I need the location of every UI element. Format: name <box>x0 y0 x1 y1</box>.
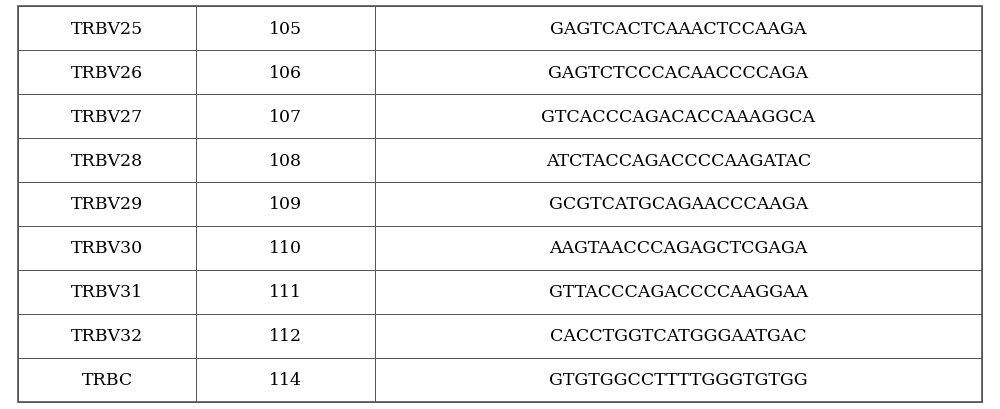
FancyBboxPatch shape <box>18 139 196 182</box>
Text: TRBV27: TRBV27 <box>71 108 143 126</box>
Text: GTCACCCAGACACCAAAGGCA: GTCACCCAGACACCAAAGGCA <box>541 108 815 126</box>
Text: 111: 111 <box>269 283 302 301</box>
FancyBboxPatch shape <box>196 182 375 227</box>
FancyBboxPatch shape <box>375 51 982 95</box>
Text: 109: 109 <box>269 196 302 213</box>
Text: 106: 106 <box>269 65 302 81</box>
Text: 108: 108 <box>269 152 302 169</box>
Text: GTGTGGCCTTTTGGGTGTGG: GTGTGGCCTTTTGGGTGTGG <box>549 371 808 388</box>
FancyBboxPatch shape <box>196 95 375 139</box>
Text: GTTACCCAGACCCCAAGGAA: GTTACCCAGACCCCAAGGAA <box>549 283 808 301</box>
FancyBboxPatch shape <box>375 95 982 139</box>
Text: CACCTGGTCATGGGAATGAC: CACCTGGTCATGGGAATGAC <box>550 328 807 344</box>
Text: TRBV31: TRBV31 <box>71 283 143 301</box>
Text: TRBV28: TRBV28 <box>71 152 143 169</box>
Text: TRBV29: TRBV29 <box>71 196 143 213</box>
Text: 110: 110 <box>269 240 302 257</box>
FancyBboxPatch shape <box>18 51 196 95</box>
FancyBboxPatch shape <box>18 227 196 270</box>
Text: ATCTACCAGACCCCAAGATAC: ATCTACCAGACCCCAAGATAC <box>546 152 811 169</box>
FancyBboxPatch shape <box>375 314 982 358</box>
Text: TRBV26: TRBV26 <box>71 65 143 81</box>
Text: GAGTCTCCCACAACCCCAGA: GAGTCTCCCACAACCCCAGA <box>548 65 808 81</box>
FancyBboxPatch shape <box>18 182 196 227</box>
Text: GCGTCATGCAGAACCCAAGA: GCGTCATGCAGAACCCAAGA <box>549 196 808 213</box>
Text: TRBV30: TRBV30 <box>71 240 143 257</box>
Text: TRBV25: TRBV25 <box>71 21 143 38</box>
FancyBboxPatch shape <box>18 270 196 314</box>
FancyBboxPatch shape <box>18 358 196 402</box>
Text: GAGTCACTCAAACTCCAAGA: GAGTCACTCAAACTCCAAGA <box>550 21 807 38</box>
FancyBboxPatch shape <box>196 7 375 51</box>
FancyBboxPatch shape <box>196 314 375 358</box>
FancyBboxPatch shape <box>375 139 982 182</box>
FancyBboxPatch shape <box>18 95 196 139</box>
FancyBboxPatch shape <box>196 139 375 182</box>
FancyBboxPatch shape <box>375 270 982 314</box>
FancyBboxPatch shape <box>196 270 375 314</box>
FancyBboxPatch shape <box>375 7 982 51</box>
Text: AAGTAACCCAGAGCTCGAGA: AAGTAACCCAGAGCTCGAGA <box>549 240 807 257</box>
FancyBboxPatch shape <box>196 227 375 270</box>
FancyBboxPatch shape <box>18 7 196 51</box>
FancyBboxPatch shape <box>375 182 982 227</box>
Text: TRBV32: TRBV32 <box>71 328 143 344</box>
FancyBboxPatch shape <box>18 314 196 358</box>
FancyBboxPatch shape <box>196 358 375 402</box>
Text: TRBC: TRBC <box>82 371 133 388</box>
Text: 105: 105 <box>269 21 302 38</box>
FancyBboxPatch shape <box>375 227 982 270</box>
FancyBboxPatch shape <box>196 51 375 95</box>
FancyBboxPatch shape <box>375 358 982 402</box>
Text: 112: 112 <box>269 328 302 344</box>
Text: 107: 107 <box>269 108 302 126</box>
Text: 114: 114 <box>269 371 302 388</box>
